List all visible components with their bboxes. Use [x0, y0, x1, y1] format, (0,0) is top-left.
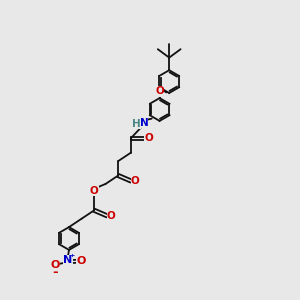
- Text: O: O: [76, 256, 86, 266]
- Text: H: H: [132, 119, 141, 129]
- Text: O: O: [106, 211, 116, 221]
- Text: O: O: [144, 133, 153, 143]
- Text: O: O: [50, 260, 60, 270]
- Text: +: +: [69, 254, 75, 258]
- Text: O: O: [155, 86, 164, 97]
- Text: O: O: [90, 186, 99, 196]
- Text: N: N: [64, 255, 73, 265]
- Text: O: O: [130, 176, 140, 186]
- Text: N: N: [140, 118, 148, 128]
- Text: -: -: [52, 266, 58, 279]
